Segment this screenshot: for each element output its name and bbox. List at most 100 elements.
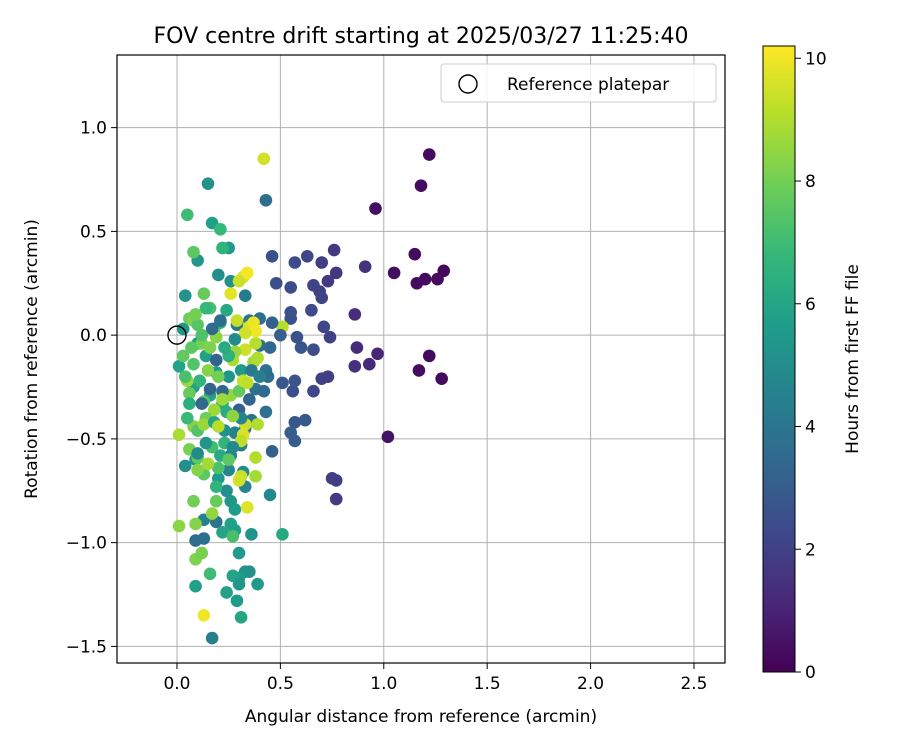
data-point [187,357,200,371]
data-point [265,316,279,329]
x-tick-label: 2.0 [577,674,604,694]
grid [117,55,725,663]
data-point [263,341,277,354]
chart-title: FOV centre drift starting at 2025/03/27 … [154,24,689,49]
data-point [240,376,254,390]
data-point [288,415,302,429]
data-point [214,314,227,327]
data-point [321,274,335,288]
data-point [412,364,426,377]
colorbar-label: Hours from first FF file [843,264,863,454]
y-axis-ticks: −1.5 −1.0 −0.5 0.0 0.5 1.0 [66,119,117,657]
data-point [199,436,213,450]
data-point [408,247,422,261]
data-points [172,148,451,645]
data-point [249,451,262,464]
data-point [286,384,300,398]
data-point [263,488,277,502]
data-point [220,586,233,599]
data-point [212,461,225,475]
y-tick-label: 0.0 [80,326,107,346]
data-point [315,372,329,386]
data-point [315,256,329,269]
data-point [305,303,318,317]
data-point [189,579,202,593]
data-point [327,243,341,257]
data-point [209,480,223,493]
data-point [201,364,215,377]
plot-frame [116,54,726,664]
data-point [410,276,424,290]
data-point [195,328,209,342]
data-point [240,266,254,280]
data-point [222,370,235,383]
data-point [274,328,287,342]
data-point [183,386,196,400]
data-point [232,577,246,591]
data-point [249,469,262,483]
data-point [214,223,227,236]
data-point [238,343,252,356]
colorbar-gradient [762,45,796,673]
data-point [212,370,225,383]
data-point [329,474,343,487]
data-point [189,308,202,321]
y-tick-label: −1.5 [66,637,107,657]
data-point [216,525,229,539]
data-point [350,341,364,354]
data-point [323,330,337,344]
data-point [249,324,262,338]
colorbar: 0 2 4 6 8 10 Hours from first FF file [762,45,863,683]
colorbar-tick-label: 8 [805,172,816,192]
x-axis-label: Angular distance from reference (arcmin) [245,707,597,727]
data-point [226,409,240,423]
data-point [181,208,194,222]
data-point [228,503,242,516]
data-point [230,314,244,327]
data-point [205,631,219,645]
data-point [178,370,192,383]
data-point [435,372,448,386]
legend-box [440,63,717,103]
data-point [218,341,231,354]
data-point [257,384,271,398]
data-point [183,397,196,410]
x-tick-label: 0.0 [163,674,190,694]
data-point [205,507,219,520]
data-point [176,349,190,363]
data-point [191,447,204,460]
data-point [172,359,186,373]
data-point [205,322,219,336]
data-point [191,318,204,332]
data-point [189,517,202,531]
data-point [251,351,264,365]
data-point [243,565,256,578]
colorbar-tick-label: 2 [805,540,816,560]
data-point [276,376,289,390]
data-point [230,594,244,608]
data-point [172,519,186,533]
data-point [348,308,362,321]
x-tick-label: 1.5 [474,674,501,694]
data-point [259,405,273,419]
data-point [259,193,273,207]
data-point [290,330,304,344]
data-point [276,528,289,541]
data-point [203,382,217,396]
data-point [209,494,223,508]
data-point [288,374,302,388]
colorbar-ticks: 0 2 4 6 8 10 [795,49,827,683]
data-point [203,567,217,581]
y-tick-label: −1.0 [66,534,107,554]
data-point [201,457,215,471]
data-point [197,532,211,545]
data-point [238,326,252,340]
y-tick-label: 1.0 [80,119,107,139]
data-point [284,306,298,319]
data-point [329,492,343,506]
data-point [232,474,246,487]
data-point [234,364,248,377]
data-point [187,494,200,508]
data-point [288,256,302,269]
